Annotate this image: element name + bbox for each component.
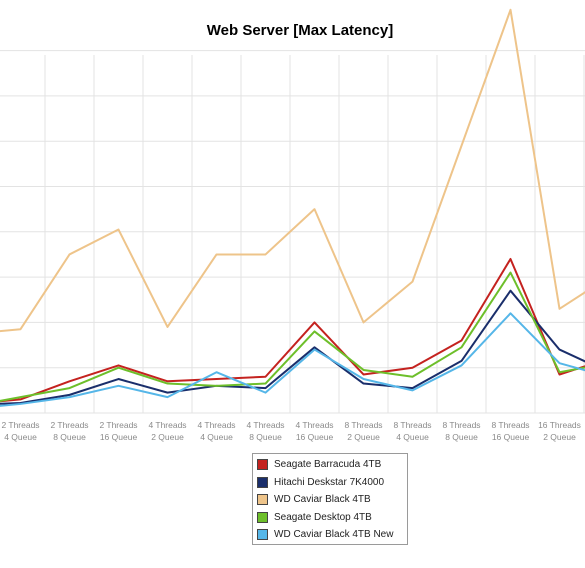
legend-swatch — [257, 494, 268, 506]
x-tick-label: 4 Threads 2 Queue — [148, 420, 186, 442]
legend-label: WD Caviar Black 4TB — [274, 494, 371, 506]
series-line-2 — [0, 289, 585, 405]
series-line-3 — [0, 8, 585, 333]
x-tick-label: 8 Threads 8 Queue — [442, 420, 480, 442]
legend-item: Hitachi Deskstar 7K4000 — [257, 474, 403, 492]
series-line-5 — [0, 312, 585, 407]
legend-item: WD Caviar Black 4TB — [257, 491, 403, 509]
chart-title: Web Server [Max Latency] — [207, 22, 393, 39]
x-tick-label: 4 Threads 4 Queue — [197, 420, 235, 442]
legend: Seagate Barracuda 4TB Hitachi Deskstar 7K… — [252, 453, 408, 545]
legend-swatch — [257, 511, 268, 523]
x-tick-label: 8 Threads 16 Queue — [491, 420, 529, 442]
legend-swatch — [257, 476, 268, 488]
legend-label: Seagate Barracuda 4TB — [274, 459, 382, 471]
x-tick-label: 2 Threads 4 Queue — [1, 420, 39, 442]
x-tick-label: 4 Threads 16 Queue — [295, 420, 333, 442]
legend-swatch — [257, 529, 268, 541]
x-tick-label: 8 Threads 2 Queue — [344, 420, 382, 442]
legend-label: WD Caviar Black 4TB New — [274, 529, 394, 541]
x-axis-ticks: 2 Threads 4 Queue 2 Threads 8 Queue 2 Thread… — [1, 420, 581, 442]
legend-item: WD Caviar Black 4TB New — [257, 526, 403, 544]
series-line-4 — [0, 271, 585, 402]
grid — [0, 50, 585, 414]
x-tick-label: 4 Threads 8 Queue — [246, 420, 284, 442]
x-tick-label: 2 Threads 8 Queue — [50, 420, 88, 442]
series-lines — [0, 8, 585, 407]
x-tick-label: 8 Threads 4 Queue — [393, 420, 431, 442]
legend-item: Seagate Desktop 4TB — [257, 509, 403, 527]
x-tick-label: 2 Threads 16 Queue — [99, 420, 137, 442]
legend-swatch — [257, 459, 268, 471]
x-tick-label: 16 Threads 2 Queue — [538, 420, 581, 442]
legend-label: Seagate Desktop 4TB — [274, 511, 372, 523]
legend-item: Seagate Barracuda 4TB — [257, 456, 403, 474]
series-line-1 — [0, 257, 585, 403]
legend-label: Hitachi Deskstar 7K4000 — [274, 476, 385, 488]
